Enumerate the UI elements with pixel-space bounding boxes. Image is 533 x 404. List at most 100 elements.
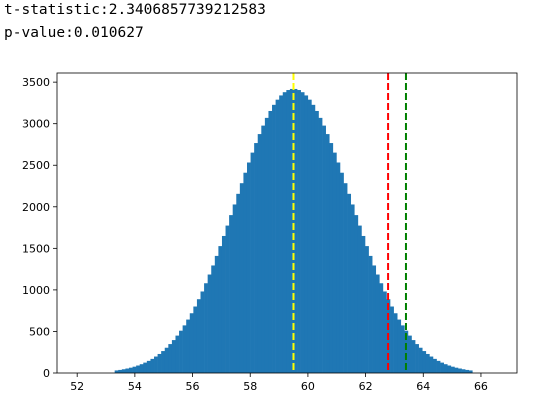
bar [343, 183, 348, 373]
bar [282, 92, 287, 373]
bar [375, 274, 380, 373]
bar [400, 325, 405, 373]
bar [447, 365, 452, 373]
bar [468, 370, 473, 373]
bar [322, 125, 326, 373]
bar [311, 104, 316, 374]
bar [250, 152, 255, 373]
y-tick-label: 2000 [22, 201, 50, 214]
bar [318, 117, 323, 374]
bar [182, 325, 187, 373]
bar [336, 162, 341, 373]
output-line: p-value:0.010627 [4, 25, 144, 41]
bar [164, 347, 169, 373]
bar [443, 364, 448, 373]
bar [175, 335, 180, 373]
bar [261, 125, 266, 373]
bar [257, 134, 262, 373]
bar [211, 265, 216, 373]
bar [286, 90, 291, 373]
bar [246, 162, 251, 373]
x-tick-label: 64 [416, 380, 430, 393]
bar [354, 215, 359, 373]
bar [329, 143, 334, 373]
x-tick-label: 62 [359, 380, 373, 393]
bar [272, 104, 276, 374]
bar [139, 364, 144, 373]
x-tick-label: 58 [243, 380, 257, 393]
bar [425, 353, 430, 373]
bar [407, 335, 412, 373]
bar [457, 368, 462, 373]
x-tick-label: 52 [70, 380, 84, 393]
axes-frame [56, 72, 518, 374]
bar [415, 344, 419, 373]
bar [143, 362, 148, 373]
bar [157, 353, 162, 373]
bar [461, 369, 466, 373]
bar [429, 356, 434, 373]
bar [136, 365, 141, 373]
bar [204, 283, 208, 373]
bar [307, 99, 312, 373]
bar [450, 366, 455, 373]
bar [368, 255, 373, 373]
bar [200, 291, 205, 373]
bar [232, 204, 237, 373]
bar [347, 193, 352, 373]
bar [300, 92, 305, 373]
bar [268, 110, 273, 373]
y-tick-label: 2500 [22, 159, 50, 172]
bar [465, 369, 470, 373]
bar [350, 204, 355, 373]
bar [132, 366, 137, 373]
bar [289, 88, 294, 373]
bar [243, 172, 248, 373]
bar [125, 368, 130, 373]
y-tick-label: 1000 [22, 284, 50, 297]
bar [418, 347, 423, 373]
x-tick-label: 56 [186, 380, 200, 393]
x-tick-label: 66 [474, 380, 488, 393]
bar [422, 351, 427, 373]
bar [186, 319, 191, 373]
bar [150, 358, 155, 373]
bar [239, 183, 244, 373]
bar [193, 306, 198, 373]
bar [404, 330, 409, 373]
bar [304, 95, 309, 373]
bar [118, 369, 123, 373]
bar [379, 283, 384, 373]
bar [179, 330, 183, 373]
bar [357, 225, 362, 373]
bar [189, 313, 194, 373]
bar [225, 225, 230, 373]
bar [236, 193, 241, 373]
y-tick-label: 3500 [22, 76, 50, 89]
bar [207, 274, 212, 373]
bar [432, 358, 437, 373]
bar [214, 255, 219, 373]
bar [121, 369, 126, 373]
bar [297, 90, 301, 373]
bar [436, 360, 441, 373]
bar [440, 362, 444, 373]
bar [229, 215, 233, 373]
bar [154, 356, 158, 373]
bar [254, 143, 259, 373]
x-tick-label: 60 [301, 380, 315, 393]
bar [372, 265, 377, 373]
x-tick-label: 54 [128, 380, 142, 393]
bar [221, 235, 226, 373]
bar [339, 172, 344, 373]
bar [161, 351, 166, 373]
bar [293, 88, 298, 373]
bar [279, 95, 284, 373]
bar [218, 246, 223, 373]
bar [171, 340, 176, 373]
bar [264, 117, 269, 374]
bar [390, 306, 394, 373]
output-line: t-statistic:2.3406857739212583 [4, 2, 266, 18]
